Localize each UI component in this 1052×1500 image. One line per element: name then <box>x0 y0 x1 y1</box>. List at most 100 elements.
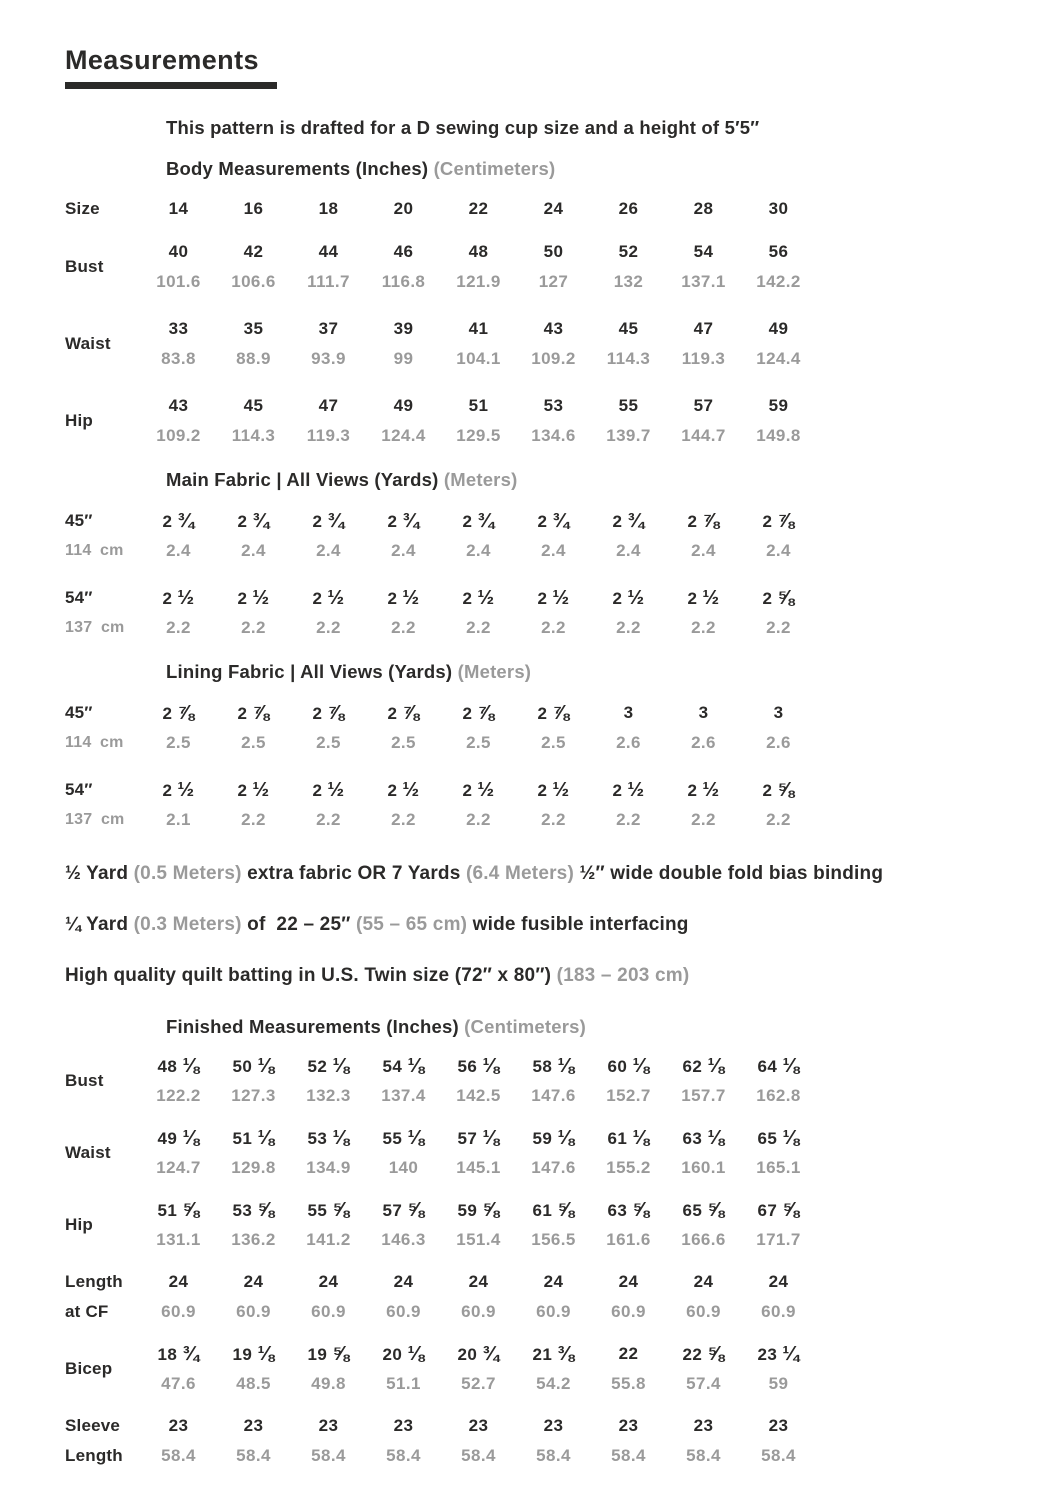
cell-value: 58.4 <box>611 1446 646 1466</box>
cell-value: 2.4 <box>166 541 191 561</box>
cell-value: 21 ⅜ <box>532 1342 575 1365</box>
cell-value: 58.4 <box>161 1446 196 1466</box>
heading-primary: Main Fabric | All Views (Yards) <box>166 469 439 491</box>
row-label-waist: Waist <box>65 334 111 354</box>
cell-value: 132.3 <box>306 1086 351 1106</box>
row-label-sleeve: Sleeve <box>65 1416 121 1436</box>
cell-value: 23 <box>543 1416 564 1436</box>
cell-value: 50 <box>543 242 564 262</box>
finished-row-sleeve-length: Sleeve Length 23 23 23 23 23 23 23 23 23 58.4 58.… <box>65 1411 1022 1471</box>
waist-inches: 33 35 37 39 41 43 45 47 49 <box>141 314 816 344</box>
cell-value: 24 <box>243 1272 264 1292</box>
finished-bicep-inches: 18 ¾ 19 ⅛ 19 ⅝ 20 ⅛ 20 ¾ 21 ⅜ 22 22 ⅝ 23 ¼ <box>141 1339 816 1369</box>
cell-value: 23 <box>318 1416 339 1436</box>
cell-value: 47 <box>318 396 339 416</box>
cell-value: 2.2 <box>766 810 791 830</box>
size-values: 14 16 18 20 22 24 26 28 30 <box>141 194 816 224</box>
cell-value: 2 ½ <box>312 778 345 801</box>
note-metric-text: (6.4 Meters) <box>465 863 574 885</box>
cell-value: 106.6 <box>231 272 276 292</box>
section-heading-body-measurements: Body Measurements (Inches) (Centimeters) <box>166 156 1022 181</box>
lining-fabric-row-54: 54″ 137 cm 2 ½ 2 ½ 2 ½ 2 ½ 2 ½ 2 ½ 2 ½ 2 ½ 2 ⅝ 2… <box>65 775 1022 835</box>
cell-value: 2.4 <box>241 541 266 561</box>
cell-value: 139.7 <box>606 426 651 446</box>
cell-value: 157.7 <box>681 1086 726 1106</box>
finished-row-bicep: Bicep 18 ¾ 19 ⅛ 19 ⅝ 20 ⅛ 20 ¾ 21 ⅜ 22 22 ⅝ 23 ¼… <box>65 1339 1022 1399</box>
cell-value: 60.9 <box>311 1302 346 1322</box>
cell-value: 55 ⅛ <box>382 1126 425 1149</box>
cell-value: 2 ⅞ <box>687 509 720 532</box>
cell-value: 19 ⅛ <box>232 1342 275 1365</box>
cell-value: 23 <box>618 1416 639 1436</box>
cell-value: 99 <box>393 349 414 369</box>
cell-value: 47 <box>693 319 714 339</box>
cell-value: 2.2 <box>391 810 416 830</box>
note-quilt-batting: High quality quilt batting in U.S. Twin … <box>65 963 1022 989</box>
cell-value: 63 ⅛ <box>682 1126 725 1149</box>
cell-value: 129.5 <box>456 426 501 446</box>
cell-value: 23 <box>693 1416 714 1436</box>
cell-value: 51 ⅛ <box>232 1126 275 1149</box>
cell-value: 49 <box>393 396 414 416</box>
cell-value: 56 <box>768 242 789 262</box>
note-text: of 22 – 25″ <box>241 914 356 936</box>
cell-value: 22 <box>618 1344 639 1364</box>
cell-value: 151.4 <box>456 1230 501 1250</box>
cell-value: 20 ¾ <box>457 1342 500 1365</box>
cell-value: 134.9 <box>306 1158 351 1178</box>
cell-value: 2.4 <box>766 541 791 561</box>
row-waist: Waist 33 35 37 39 41 43 45 47 49 83.8 88.9 93.9 99 1… <box>65 314 1022 374</box>
note-bias-binding: ½ Yard (0.5 Meters) extra fabric OR 7 Ya… <box>65 861 1022 887</box>
cell-value: 65 ⅝ <box>682 1198 725 1221</box>
cell-value: 2 ½ <box>687 778 720 801</box>
heading-primary: Body Measurements (Inches) <box>166 158 429 180</box>
row-label-length: Length <box>65 1446 123 1466</box>
cell-value: 22 ⅝ <box>682 1342 725 1365</box>
finished-sleeve-inches: 23 23 23 23 23 23 23 23 23 <box>141 1411 816 1441</box>
cell-value: 171.7 <box>756 1230 801 1250</box>
finished-waist-inches: 49 ⅛ 51 ⅛ 53 ⅛ 55 ⅛ 57 ⅛ 59 ⅛ 61 ⅛ 63 ⅛ 65 ⅛ <box>141 1123 816 1153</box>
main-fabric-45-yards: 2 ¾ 2 ¾ 2 ¾ 2 ¾ 2 ¾ 2 ¾ 2 ¾ 2 ⅞ 2 ⅞ <box>141 506 816 536</box>
cell-value: 2 ⅝ <box>762 778 795 801</box>
main-fabric-row-54: 54″ 137 cm 2 ½ 2 ½ 2 ½ 2 ½ 2 ½ 2 ½ 2 ½ 2 ½ 2 ⅝ 2… <box>65 583 1022 643</box>
row-label-bicep: Bicep <box>65 1359 113 1379</box>
cell-value: 60.9 <box>461 1302 496 1322</box>
cell-value: 161.6 <box>606 1230 651 1250</box>
cell-value: 156.5 <box>531 1230 576 1250</box>
cell-value: 104.1 <box>456 349 501 369</box>
finished-hip-inches: 51 ⅝ 53 ⅝ 55 ⅝ 57 ⅝ 59 ⅝ 61 ⅝ 63 ⅝ 65 ⅝ 67 ⅝ <box>141 1195 816 1225</box>
cell-value: 2.5 <box>541 733 566 753</box>
cell-value: 129.8 <box>231 1158 276 1178</box>
cell-value: 2 ¾ <box>462 509 495 532</box>
cell-value: 2 ¾ <box>537 509 570 532</box>
finished-bicep-cm: 47.6 48.5 49.8 51.1 52.7 54.2 55.8 57.4 59 <box>141 1369 816 1399</box>
row-sublabel-114cm: 114 cm <box>65 734 124 752</box>
cell-value: 61 ⅛ <box>607 1126 650 1149</box>
cell-value: 2.4 <box>316 541 341 561</box>
cell-value: 23 <box>243 1416 264 1436</box>
cell-value: 24 <box>393 1272 414 1292</box>
cell-value: 2 ½ <box>612 586 645 609</box>
cell-value: 24 <box>768 1272 789 1292</box>
cell-value: 119.3 <box>681 349 726 369</box>
finished-row-hip: Hip 51 ⅝ 53 ⅝ 55 ⅝ 57 ⅝ 59 ⅝ 61 ⅝ 63 ⅝ 65 ⅝ 67 ⅝… <box>65 1195 1022 1255</box>
row-label-bust: Bust <box>65 257 104 277</box>
heading-secondary: (Centimeters) <box>433 158 556 180</box>
cell-value: 18 <box>318 199 339 219</box>
cell-value: 48.5 <box>236 1374 271 1394</box>
cell-value: 160.1 <box>681 1158 726 1178</box>
cell-value: 83.8 <box>161 349 196 369</box>
cell-value: 59 <box>768 1374 789 1394</box>
cell-value: 58 ⅛ <box>532 1054 575 1077</box>
cell-value: 134.6 <box>531 426 576 446</box>
cell-value: 2 ½ <box>537 778 570 801</box>
cell-value: 2.2 <box>541 618 566 638</box>
cell-value: 142.2 <box>756 272 801 292</box>
cell-value: 2.4 <box>466 541 491 561</box>
cell-value: 145.1 <box>456 1158 501 1178</box>
finished-bust-inches: 48 ⅛ 50 ⅛ 52 ⅛ 54 ⅛ 56 ⅛ 58 ⅛ 60 ⅛ 62 ⅛ 64 ⅛ <box>141 1051 816 1081</box>
cell-value: 2.4 <box>691 541 716 561</box>
waist-cm: 83.8 88.9 93.9 99 104.1 109.2 114.3 119.3 124.4 <box>141 344 816 374</box>
lining-fabric-45-meters: 2.5 2.5 2.5 2.5 2.5 2.5 2.6 2.6 2.6 <box>141 728 816 758</box>
